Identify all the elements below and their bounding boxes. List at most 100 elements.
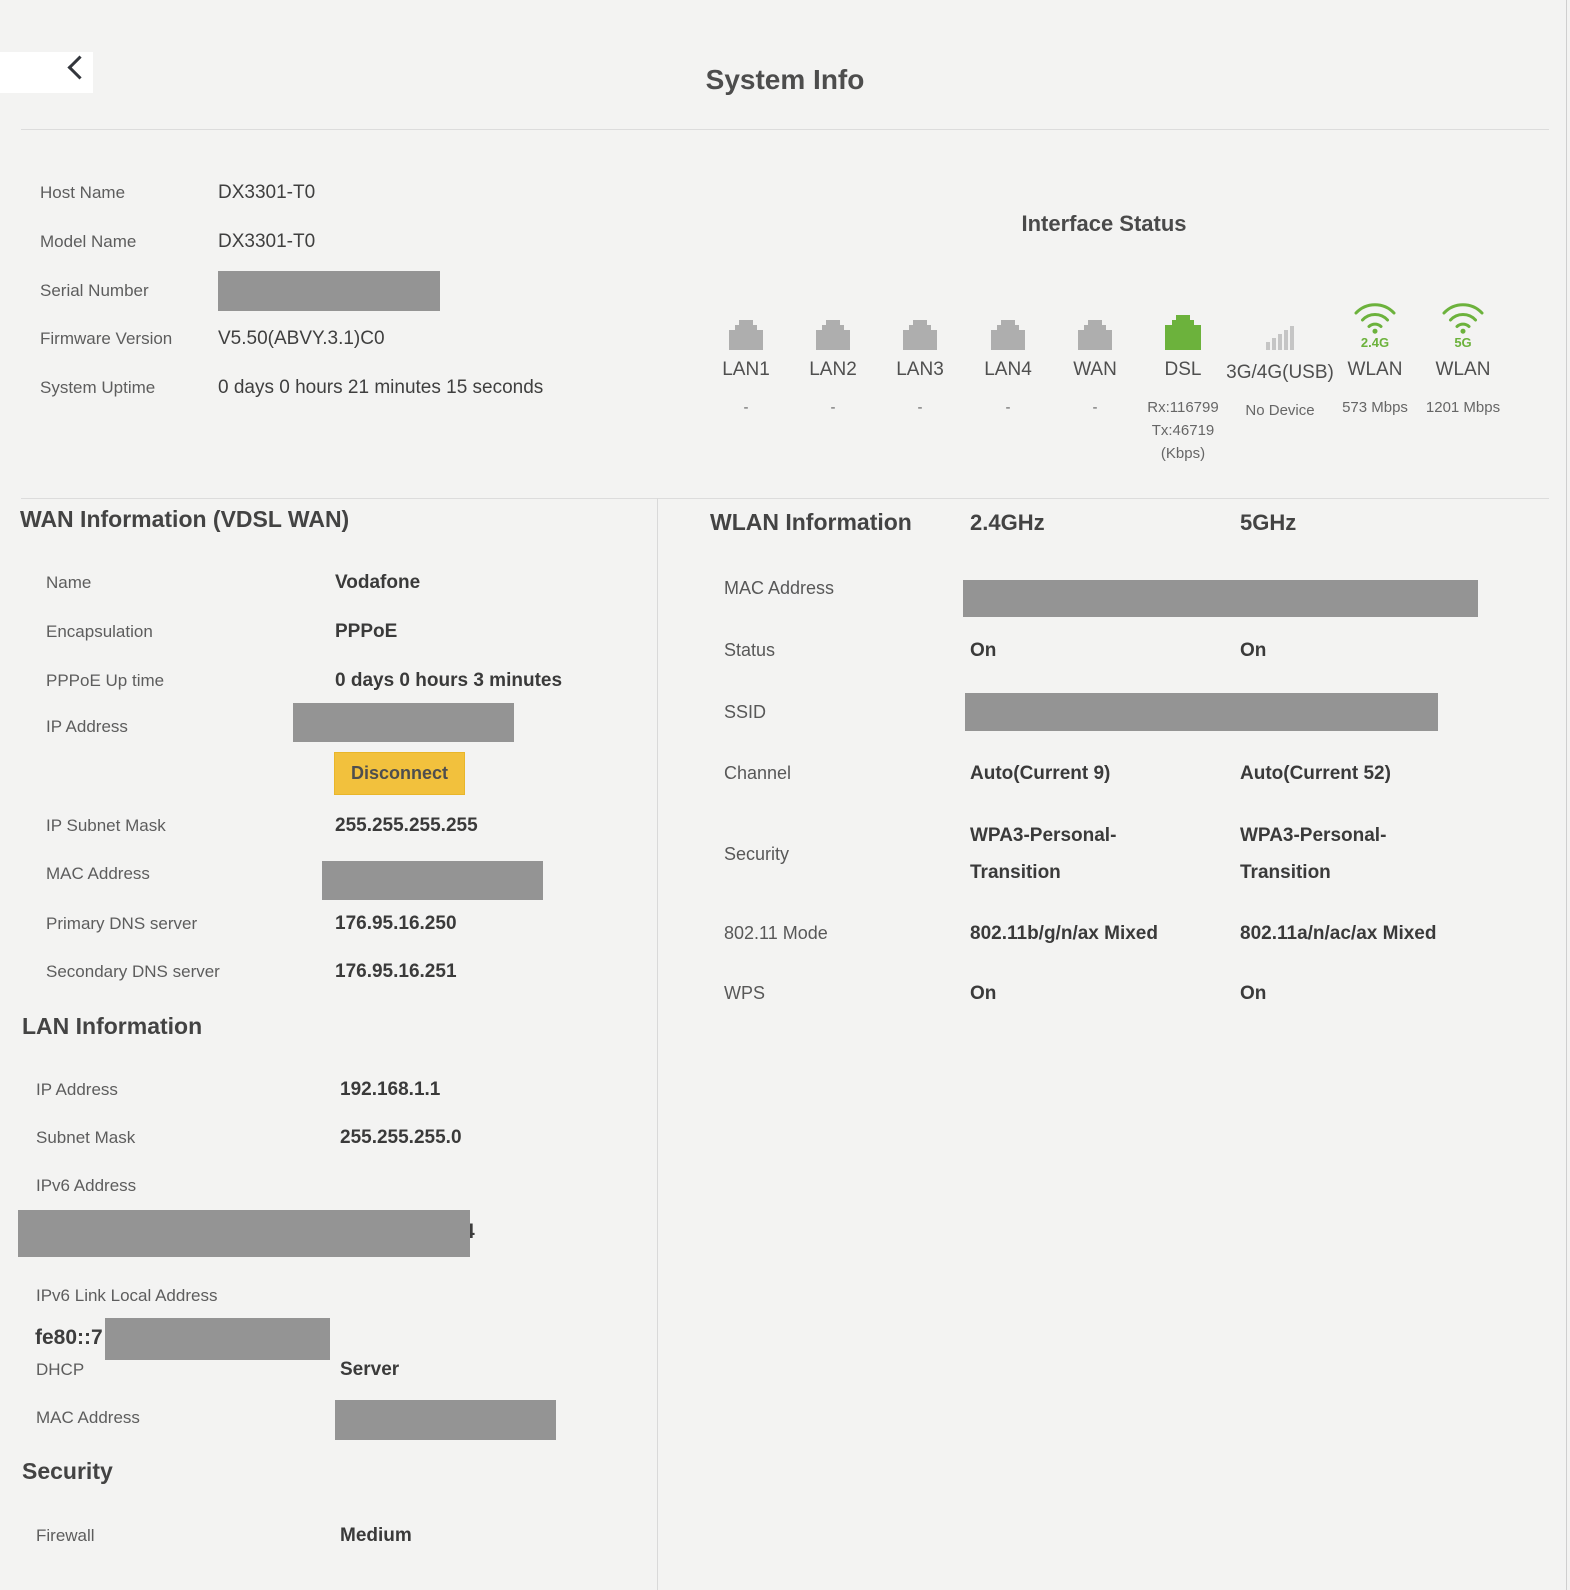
wan-row: PPPoE Up time 0 days 0 hours 3 minutes — [46, 657, 562, 705]
wifi-band-label: 5G — [1454, 335, 1472, 350]
interface-detail: - — [1005, 399, 1011, 416]
field-label: Subnet Mask — [36, 1128, 136, 1147]
device-info-row: Serial Number — [40, 267, 440, 315]
wlan-col-5g: 5GHz — [1240, 510, 1297, 535]
security-section-title: Security — [22, 1458, 113, 1484]
interface-detail: - — [1092, 399, 1098, 416]
wlan-section-title: WLAN Information — [710, 509, 912, 535]
interface-lan1: LAN1 - — [701, 298, 791, 419]
field-label: SSID — [724, 701, 767, 722]
field-value: DX3301-T0 — [218, 182, 316, 203]
lan-section-title: LAN Information — [22, 1013, 203, 1039]
redacted-value — [965, 693, 1438, 731]
ipv6-link-local-visible-prefix: fe80::7 — [35, 1326, 103, 1349]
field-value: 255.255.255.255 — [335, 815, 478, 836]
column-divider — [657, 498, 658, 1590]
field-label: Secondary DNS server — [46, 962, 220, 981]
device-info-row: Firmware Version V5.50(ABVY.3.1)C0 — [40, 315, 385, 363]
lan-row: IP Address 192.168.1.1 — [36, 1066, 440, 1114]
field-label: Firewall — [36, 1526, 95, 1545]
interface-lan2: LAN2 - — [788, 298, 878, 419]
field-label: IP Address — [46, 717, 128, 736]
redacted-value — [293, 703, 514, 742]
interface-detail: 1201 Mbps — [1425, 399, 1501, 416]
field-label: IPv6 Address — [36, 1176, 137, 1195]
field-label: Host Name — [40, 183, 126, 202]
field-value: 176.95.16.251 — [335, 961, 457, 982]
field-value: Server — [340, 1359, 400, 1380]
field-value-24g: WPA3-Personal-Transition — [970, 825, 1117, 883]
field-label: Encapsulation — [46, 622, 153, 641]
field-label: IP Subnet Mask — [46, 816, 166, 835]
interface-wlan-24g: 2.4G WLAN 573 Mbps — [1320, 298, 1430, 419]
lan-row: Subnet Mask 255.255.255.0 — [36, 1114, 462, 1162]
interface-detail: No Device — [1245, 402, 1315, 419]
device-info-row: System Uptime 0 days 0 hours 21 minutes … — [40, 364, 543, 412]
page-title: System Info — [705, 64, 865, 95]
field-label: MAC Address — [724, 577, 835, 598]
field-value-5g: On — [1240, 982, 1267, 1004]
wan-row: IP Subnet Mask 255.255.255.255 — [46, 802, 478, 850]
interface-label: WLAN — [1347, 359, 1403, 380]
wlan-row: Channel Auto(Current 9) Auto(Current 52) — [724, 749, 1391, 797]
field-value: Medium — [340, 1525, 412, 1546]
field-label: DHCP — [36, 1360, 85, 1379]
wlan-row: SSID — [724, 688, 766, 736]
redacted-value — [963, 580, 1478, 617]
interface-label: WAN — [1073, 359, 1117, 380]
interface-dsl: DSL Rx:116799 Tx:46719 (Kbps) — [1138, 298, 1228, 465]
redacted-value — [218, 271, 440, 311]
field-value-5g: WPA3-Personal-Transition — [1240, 825, 1387, 883]
wlan-row: Security WPA3-Personal-Transition WPA3-P… — [724, 817, 1425, 891]
lan-row: IPv6 Link Local Address — [36, 1272, 217, 1320]
interface-detail: - — [917, 399, 923, 416]
wan-row: IP Address — [46, 703, 128, 751]
header-divider — [21, 129, 1549, 130]
interface-label: DSL — [1164, 359, 1202, 380]
field-label: Name — [46, 573, 92, 592]
redacted-value — [322, 861, 543, 900]
device-info-row: Host Name DX3301-T0 — [40, 169, 315, 217]
interface-wan: WAN - — [1050, 298, 1140, 419]
wlan-row: Status On On — [724, 626, 1266, 674]
field-value: 192.168.1.1 — [340, 1079, 441, 1100]
field-label: Serial Number — [40, 281, 149, 300]
signal-bars-icon — [1266, 326, 1294, 350]
interface-wlan-5g: 5G WLAN 1201 Mbps — [1408, 298, 1518, 419]
ethernet-port-icon — [903, 320, 937, 350]
interface-detail: 573 Mbps — [1342, 399, 1408, 416]
ethernet-port-icon — [729, 320, 763, 350]
lan-row: MAC Address — [36, 1394, 140, 1442]
field-value-24g: On — [970, 639, 997, 661]
page-right-border — [1566, 0, 1567, 1590]
field-label: IP Address — [36, 1080, 118, 1099]
field-value: DX3301-T0 — [218, 231, 316, 252]
wan-row: Encapsulation PPPoE — [46, 608, 397, 656]
interface-3g4g-usb: 3G/4G(USB) No Device — [1205, 298, 1355, 422]
field-label: Security — [724, 843, 790, 864]
field-value: 0 days 0 hours 3 minutes — [335, 670, 563, 691]
dsl-unit: (Kbps) — [1160, 445, 1206, 462]
field-value-24g: Auto(Current 9) — [970, 762, 1111, 784]
redacted-value — [18, 1210, 470, 1257]
lan-row: IPv6 Address — [36, 1162, 136, 1210]
interface-detail: - — [743, 399, 749, 416]
interface-detail: - — [830, 399, 836, 416]
wan-section-title: WAN Information (VDSL WAN) — [20, 506, 350, 532]
wifi-band-label: 2.4G — [1360, 335, 1390, 350]
field-value-24g: On — [970, 982, 997, 1004]
field-value: 176.95.16.250 — [335, 913, 457, 934]
redacted-value — [335, 1400, 556, 1440]
disconnect-button[interactable]: Disconnect — [334, 752, 465, 795]
interface-label: LAN1 — [722, 359, 770, 380]
field-label: Status — [724, 639, 776, 660]
ethernet-port-icon — [1165, 315, 1201, 350]
interface-lan3: LAN3 - — [875, 298, 965, 419]
field-label: PPPoE Up time — [46, 671, 165, 690]
wan-row: Primary DNS server 176.95.16.250 — [46, 900, 457, 948]
field-label: System Uptime — [40, 378, 156, 397]
dsl-tx: Tx:46719 — [1151, 422, 1215, 439]
ethernet-port-icon — [991, 320, 1025, 350]
back-button[interactable] — [0, 52, 93, 93]
